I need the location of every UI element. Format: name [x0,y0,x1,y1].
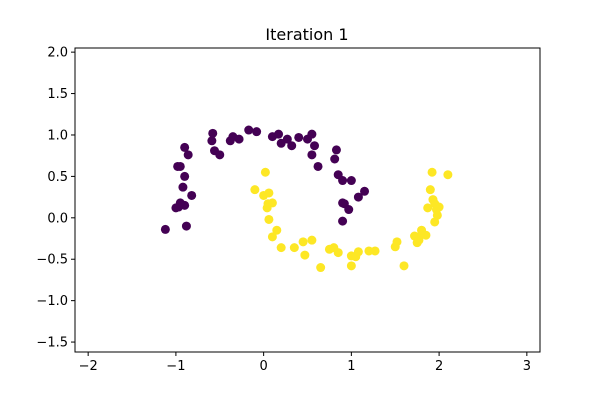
y-tick-label: 1.0 [47,128,68,143]
x-tick-label: −1 [166,359,185,374]
point-cluster1-20 [346,261,356,271]
point-cluster1-33 [417,225,427,235]
point-cluster0-2 [187,190,197,200]
point-cluster0-39 [344,205,354,215]
point-cluster0-33 [331,145,341,155]
x-axis: −2 −1 0 1 2 3 [79,352,531,374]
point-cluster1-41 [430,217,440,227]
point-cluster0-23 [274,129,284,139]
point-cluster0-43 [338,216,348,226]
point-cluster0-1 [181,221,191,231]
point-cluster1-13 [300,250,310,260]
point-cluster0-12 [183,150,193,160]
point-cluster1-6 [262,203,272,213]
point-cluster0-42 [360,186,370,196]
point-cluster0-27 [294,132,304,142]
point-cluster0-14 [208,128,218,138]
point-cluster1-26 [392,237,402,247]
y-tick-label: 2.0 [47,46,68,61]
point-cluster1-34 [423,203,433,213]
point-cluster0-31 [307,150,317,160]
point-cluster0-34 [330,154,340,164]
point-cluster0-30 [310,141,320,151]
point-cluster1-42 [434,202,444,212]
y-tick-label: 0.5 [47,170,68,185]
point-cluster1-24 [370,246,380,256]
point-cluster0-38 [338,198,348,208]
point-cluster1-43 [443,170,453,180]
point-cluster1-12 [298,237,308,247]
x-tick-label: −2 [79,359,98,374]
point-cluster0-16 [215,150,225,160]
point-cluster0-7 [178,182,188,192]
point-cluster1-0 [250,185,260,195]
point-cluster0-6 [171,203,181,213]
point-cluster1-27 [399,261,409,271]
point-cluster1-35 [425,185,435,195]
point-cluster0-11 [180,142,190,152]
point-cluster0-10 [175,161,185,171]
y-tick-label: −1.5 [36,336,68,351]
y-tick-label: −0.5 [36,253,68,268]
x-tick-label: 2 [435,359,443,374]
point-cluster1-7 [264,214,274,224]
x-tick-label: 3 [523,359,531,374]
point-cluster1-15 [316,263,326,273]
y-tick-label: 1.5 [47,87,68,102]
x-tick-label: 1 [347,359,355,374]
point-cluster0-32 [313,161,323,171]
plot-frame [74,47,541,353]
point-cluster1-14 [307,235,317,245]
points-layer [160,125,453,273]
point-cluster0-21 [252,127,262,137]
y-tick-label: 0.0 [47,211,68,226]
chart-title: Iteration 1 [265,25,348,44]
point-cluster1-11 [289,243,299,253]
y-axis: −1.5 −1.0 −0.5 0.0 0.5 1.0 1.5 2.0 [36,46,75,351]
point-cluster0-40 [346,176,356,186]
point-cluster1-3 [264,188,274,198]
point-cluster0-0 [160,224,170,234]
point-cluster0-13 [207,136,217,146]
point-cluster1-8 [272,225,282,235]
point-cluster0-29 [307,129,317,139]
point-cluster0-20 [244,125,254,135]
point-cluster0-36 [338,176,348,186]
point-cluster0-41 [353,192,363,202]
point-cluster1-9 [267,232,277,242]
point-cluster1-1 [260,167,270,177]
point-cluster1-36 [427,167,437,177]
y-tick-label: −1.0 [36,294,68,309]
x-tick-label: 0 [259,359,267,374]
point-cluster0-8 [180,171,190,181]
point-cluster1-10 [276,243,286,253]
point-cluster1-18 [333,248,343,258]
point-cluster0-19 [234,134,244,144]
point-cluster0-26 [287,141,297,151]
point-cluster0-25 [282,134,292,144]
point-cluster1-22 [353,247,363,257]
